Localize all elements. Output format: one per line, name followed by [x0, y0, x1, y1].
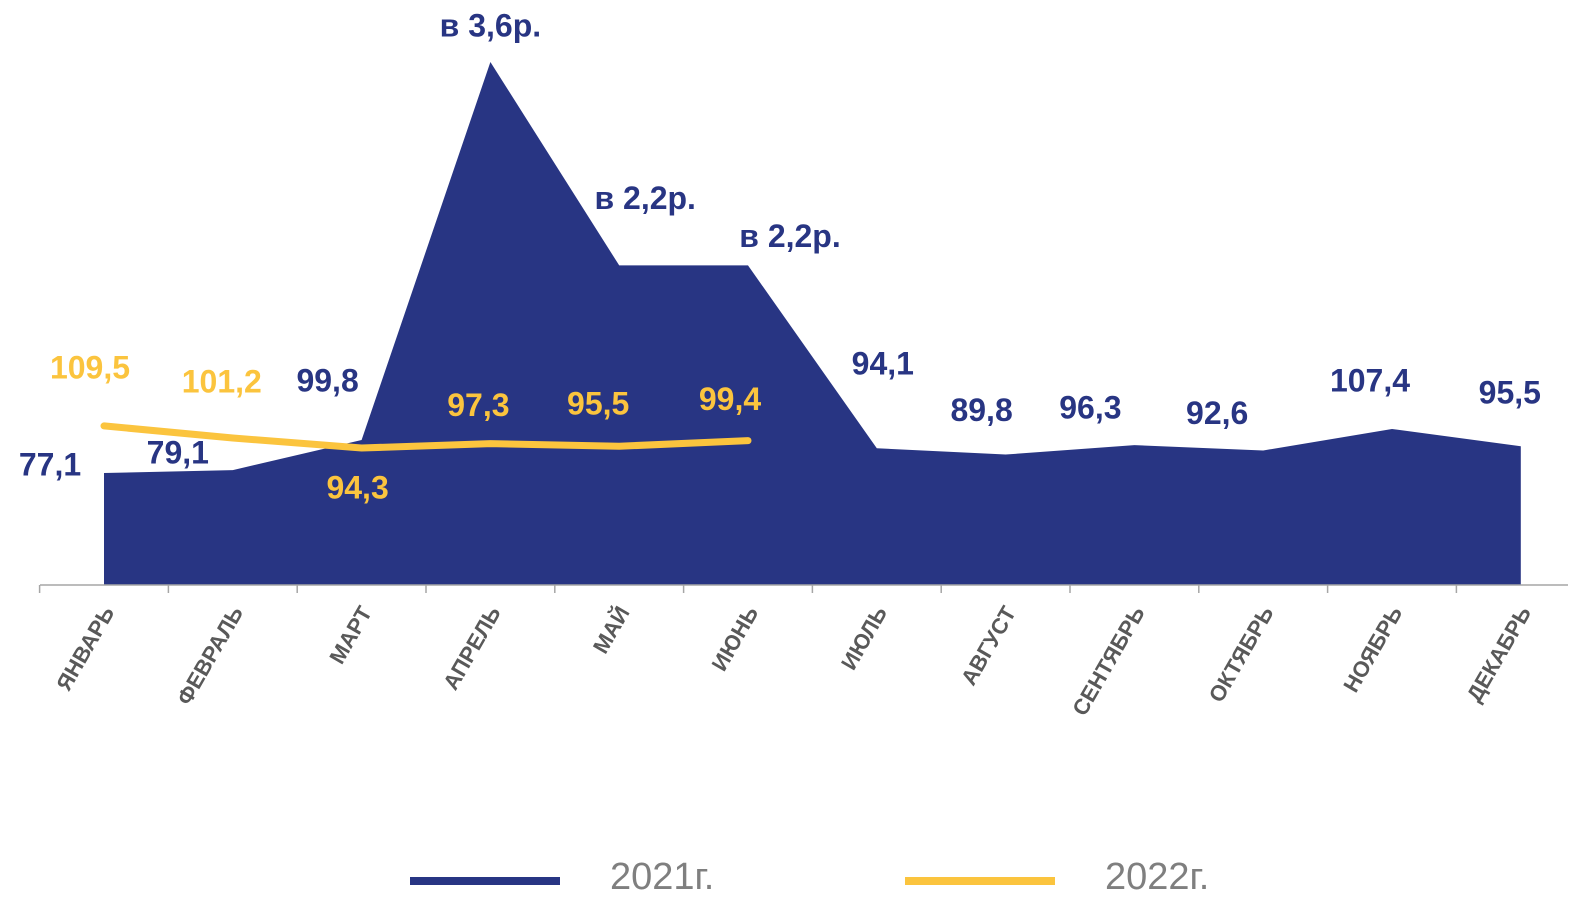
x-tick-label: ИЮНЬ: [707, 602, 764, 675]
data-label: 95,5: [567, 386, 629, 422]
data-label: 109,5: [50, 349, 130, 385]
data-label: 77,1: [19, 446, 81, 482]
data-label: 79,1: [147, 435, 209, 471]
x-tick-label: ДЕКАБРЬ: [1462, 602, 1537, 706]
x-tick-label: МАЙ: [588, 602, 635, 658]
data-label: 92,6: [1186, 395, 1248, 431]
data-label: 99,4: [699, 381, 761, 417]
area: [104, 62, 1521, 585]
x-tick-label: ЯНВАРЬ: [51, 602, 119, 695]
data-label: 101,2: [182, 363, 262, 399]
x-tick-label: НОЯБРЬ: [1338, 602, 1407, 697]
x-tick-label: МАРТ: [324, 601, 377, 668]
data-label: 107,4: [1330, 362, 1410, 398]
data-label: в 2,2р.: [594, 180, 695, 216]
x-tick-label: ФЕВРАЛЬ: [172, 602, 248, 709]
x-tick-label: АВГУСТ: [956, 601, 1021, 689]
data-label: 96,3: [1059, 390, 1121, 426]
data-label: 89,8: [950, 392, 1012, 428]
data-label: 94,3: [326, 469, 388, 505]
data-label: 97,3: [447, 387, 509, 423]
x-tick-label: СЕНТЯБРЬ: [1067, 602, 1150, 720]
data-label: 94,1: [852, 346, 914, 382]
data-label: 99,8: [296, 362, 358, 398]
data-label: в 3,6р.: [440, 7, 541, 43]
x-tick-label: АПРЕЛЬ: [438, 602, 506, 694]
legend-label: 2021г.: [610, 856, 714, 897]
x-tick-label: ИЮЛЬ: [836, 602, 892, 674]
data-label: в 2,2р.: [739, 218, 840, 254]
line: [100, 422, 752, 452]
legend-label: 2022г.: [1105, 856, 1209, 897]
data-label: 95,5: [1479, 375, 1541, 411]
x-tick-label: ОКТЯБРЬ: [1204, 602, 1279, 707]
